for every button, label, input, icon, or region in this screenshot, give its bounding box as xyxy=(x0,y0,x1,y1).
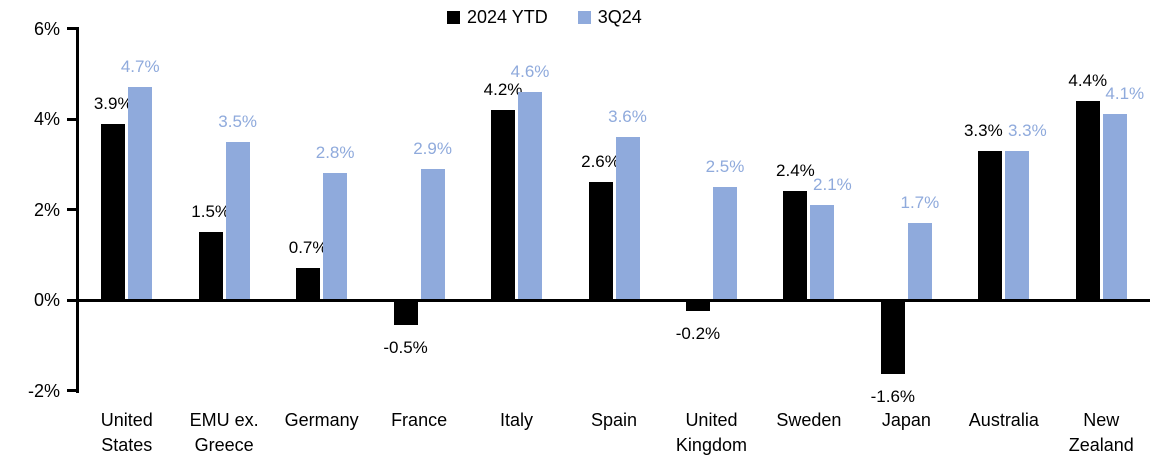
value-label-3q24-japan: 1.7% xyxy=(900,193,940,213)
bar-2024-ytd-new-zealand xyxy=(1075,100,1100,302)
value-label-2024-ytd-australia: 3.3% xyxy=(963,120,1003,140)
x-label-japan: Japan xyxy=(881,410,931,430)
value-label-2024-ytd-japan: -1.6% xyxy=(870,387,916,407)
y-tick-label-0: 0% xyxy=(33,290,60,310)
value-label-3q24-france: 2.9% xyxy=(413,138,452,158)
bar-3q24-australia xyxy=(1005,150,1030,302)
x-label-italy: Italy xyxy=(500,410,534,430)
bar-2024-ytd-spain xyxy=(588,182,613,302)
value-label-2024-ytd-germany: 0.7% xyxy=(288,238,328,258)
legend-swatch-3q24 xyxy=(577,10,591,24)
x-label-australia: Australia xyxy=(968,410,1039,430)
bar-2024-ytd-australia xyxy=(978,150,1003,302)
bar-3q24-united-states xyxy=(128,87,153,302)
bar-2024-ytd-sweden xyxy=(783,191,808,302)
x-label-spain: Spain xyxy=(590,410,638,430)
bar-2024-ytd-italy xyxy=(491,109,516,302)
x-label-united-states: United States xyxy=(100,410,153,455)
value-label-2024-ytd-united-kingdom: -0.2% xyxy=(675,324,721,344)
y-axis-line xyxy=(76,27,79,393)
x-axis-baseline xyxy=(76,299,1150,302)
value-label-2024-ytd-spain: 2.6% xyxy=(581,152,620,172)
bar-3q24-new-zealand xyxy=(1102,114,1127,302)
legend-label-2024-ytd: 2024 YTD xyxy=(467,7,548,27)
value-label-3q24-united-kingdom: 2.5% xyxy=(705,156,745,176)
legend-swatch-2024-ytd xyxy=(447,10,460,24)
x-label-sweden: Sweden xyxy=(776,410,842,430)
y-tick-label-4: 4% xyxy=(33,109,60,129)
value-label-3q24-sweden: 2.1% xyxy=(813,174,852,194)
y-tick-label-6: 6% xyxy=(33,18,60,39)
x-label-france: France xyxy=(391,410,448,430)
y-tick-2 xyxy=(67,389,76,392)
bar-3q24-germany xyxy=(323,173,348,302)
value-label-2024-ytd-united-states: 3.9% xyxy=(93,93,133,113)
y-tick-6 xyxy=(67,27,76,30)
bar-2024-ytd-japan xyxy=(880,300,905,375)
y-tick-2 xyxy=(67,208,76,211)
bar-3q24-sweden xyxy=(810,204,835,302)
value-label-3q24-germany: 2.8% xyxy=(315,143,355,163)
y-tick-label-2: 2% xyxy=(33,199,60,220)
bar-3q24-united-kingdom xyxy=(712,186,737,302)
legend-label-3q24: 3Q24 xyxy=(597,7,642,27)
bar-3q24-japan xyxy=(907,223,932,302)
bar-2024-ytd-emu-ex-greece xyxy=(198,232,223,302)
value-label-2024-ytd-italy: 4.2% xyxy=(483,79,523,99)
bar-2024-ytd-united-kingdom xyxy=(685,300,710,312)
value-label-3q24-new-zealand: 4.1% xyxy=(1105,84,1145,104)
x-label-united-kingdom: United Kingdom xyxy=(675,410,747,455)
value-label-3q24-spain: 3.6% xyxy=(608,107,647,127)
x-label-germany: Germany xyxy=(284,410,359,430)
bar-3q24-spain xyxy=(615,137,640,302)
bar-3q24-france xyxy=(420,168,445,302)
y-tick-4 xyxy=(67,117,76,121)
chart-legend: 2024 YTD 3Q24 xyxy=(447,6,642,28)
value-label-3q24-australia: 3.3% xyxy=(1007,120,1047,140)
value-label-3q24-united-states: 4.7% xyxy=(120,57,160,77)
bar-3q24-emu-ex-greece xyxy=(225,141,250,302)
legend-item-3q24: 3Q24 xyxy=(577,6,642,28)
bar-2024-ytd-united-states xyxy=(101,123,126,302)
value-label-3q24-italy: 4.6% xyxy=(510,61,550,81)
value-label-2024-ytd-emu-ex-greece: 1.5% xyxy=(191,202,231,222)
value-label-2024-ytd-new-zealand: 4.4% xyxy=(1068,70,1108,90)
y-tick-0 xyxy=(67,298,76,302)
value-label-2024-ytd-france: -0.5% xyxy=(383,337,428,357)
bar-3q24-italy xyxy=(518,91,543,302)
legend-item-2024-ytd: 2024 YTD xyxy=(447,6,548,28)
bar-2024-ytd-germany xyxy=(296,268,321,302)
bar-2024-ytd-france xyxy=(393,300,418,325)
x-label-new-zealand: New Zealand xyxy=(1068,410,1134,455)
value-label-3q24-emu-ex-greece: 3.5% xyxy=(218,111,258,131)
y-tick-label-2: -2% xyxy=(27,380,60,401)
value-label-2024-ytd-sweden: 2.4% xyxy=(776,161,815,181)
x-label-emu-ex-greece: EMU ex. Greece xyxy=(189,410,259,455)
